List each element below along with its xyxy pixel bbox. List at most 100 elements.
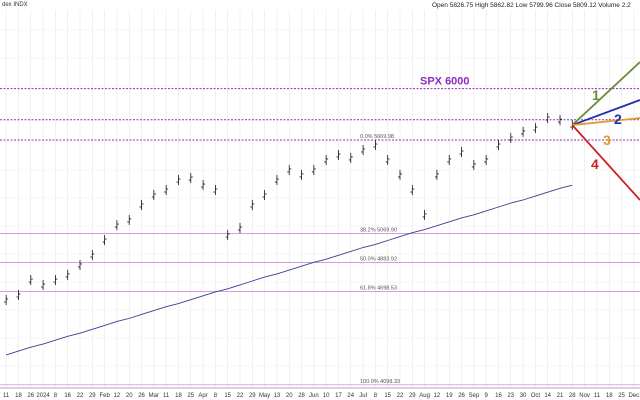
x-tick-label: 25 (187, 393, 194, 399)
price-bar (521, 126, 526, 137)
price-bar (422, 209, 427, 220)
levels (0, 88, 640, 386)
projection-arrow (571, 61, 640, 126)
x-tick-label: 21 (557, 393, 564, 399)
price-bar (41, 280, 46, 291)
x-tick-label: 26 (27, 393, 34, 399)
x-tick-label: Aug (419, 393, 430, 399)
level-label: 50.0% 4883.92 (360, 256, 397, 262)
x-tick-label: 17 (335, 393, 342, 399)
x-tick-label: Apr (198, 393, 207, 399)
x-tick-label: 12 (114, 393, 121, 399)
price-bar (65, 269, 70, 280)
price-bar (287, 164, 292, 175)
x-tick-label: 14 (544, 393, 551, 399)
price-bar (151, 190, 156, 201)
price-bar (188, 173, 193, 184)
price-bar (176, 175, 181, 186)
x-tick-label: 8 (374, 393, 378, 399)
level-label: 61.8% 4698.53 (360, 285, 397, 291)
level-label: 100.0% 4098.33 (360, 379, 400, 385)
x-tick-label: 15 (384, 393, 391, 399)
x-tick-label: Oct (531, 393, 541, 399)
price-bar (373, 140, 378, 151)
x-tick-label: 8 (54, 393, 58, 399)
price-bar (16, 290, 21, 301)
labels: 11 18 26 2024 8 16 22 29 Feb 12 20 26 Mar 11 18 25 Apr 8 1… (3, 76, 639, 399)
price-bar (213, 185, 218, 196)
price-bar (201, 180, 206, 191)
x-tick-label: Jul (359, 393, 367, 399)
x-tick-label: 11 (594, 393, 601, 399)
x-tick-label: 18 (15, 393, 22, 399)
level-label: 38.2% 5069.90 (360, 228, 397, 234)
price-bar (471, 159, 476, 170)
projection-label: 3 (603, 132, 611, 148)
moving-average (6, 184, 573, 356)
price-bar (434, 169, 439, 180)
price-bar (90, 249, 95, 260)
level-label: SPX 6000 (420, 76, 470, 88)
price-bar (28, 275, 33, 286)
price-bar (127, 214, 132, 225)
price-bar (496, 140, 501, 151)
price-bar (545, 113, 550, 124)
price-bar (238, 223, 242, 234)
x-tick-label: 28 (298, 393, 305, 399)
x-tick-label: Feb (99, 393, 110, 399)
price-bar (508, 133, 513, 144)
x-tick-label: 29 (89, 393, 96, 399)
x-tick-label: 16 (64, 393, 71, 399)
x-tick-label: 19 (446, 393, 453, 399)
price-bar (274, 175, 279, 186)
x-tick-label: 25 (618, 393, 625, 399)
x-tick-label: 9 (484, 393, 488, 399)
projection-label: 1 (592, 87, 600, 103)
x-tick-label: 29 (249, 393, 256, 399)
x-tick-label: 23 (507, 393, 514, 399)
x-tick-label: Dec (629, 393, 640, 399)
price-bar (336, 149, 341, 160)
projection-arrow (571, 99, 640, 126)
price-bar (361, 144, 366, 155)
x-tick-label: 20 (286, 393, 293, 399)
x-tick-label: 10 (323, 393, 330, 399)
x-tick-label: 24 (347, 393, 354, 399)
chart-title: dex INDX (2, 2, 28, 8)
price-bar (262, 190, 267, 201)
level-label: 0.0% 5669.98 (360, 134, 394, 140)
price-bar (53, 275, 58, 286)
price-bar (398, 169, 402, 180)
x-tick-label: 16 (495, 393, 502, 399)
price-bar (114, 220, 119, 231)
x-tick-label: 26 (138, 393, 145, 399)
price-bar (250, 199, 255, 210)
x-tick-label: 12 (434, 393, 441, 399)
price-bar (558, 115, 562, 126)
price-bar (4, 294, 9, 305)
projection-arrow (571, 124, 640, 201)
x-tick-label: 30 (520, 393, 527, 399)
x-tick-label: 22 (237, 393, 244, 399)
price-bar (102, 235, 107, 246)
x-tick-label: 29 (409, 393, 416, 399)
price-bar (299, 169, 304, 180)
x-tick-label: 8 (214, 393, 218, 399)
quote-header: Open 5826.75 High 5862.82 Low 5799.96 Cl… (432, 2, 631, 9)
price-bar (324, 154, 329, 165)
x-tick-label: 15 (224, 393, 231, 399)
marks (4, 61, 640, 356)
projection-arrow (572, 117, 640, 126)
x-tick-label: 2024 (36, 393, 50, 399)
x-tick-label: 20 (126, 393, 133, 399)
x-tick-label: 18 (175, 393, 182, 399)
x-tick-label: Nov (579, 393, 590, 399)
price-bar (139, 199, 144, 210)
price-bar (447, 154, 452, 165)
x-tick-label: 11 (3, 393, 10, 399)
x-tick-label: 18 (606, 393, 613, 399)
price-bar (533, 123, 538, 134)
x-tick-label: May (259, 393, 270, 399)
